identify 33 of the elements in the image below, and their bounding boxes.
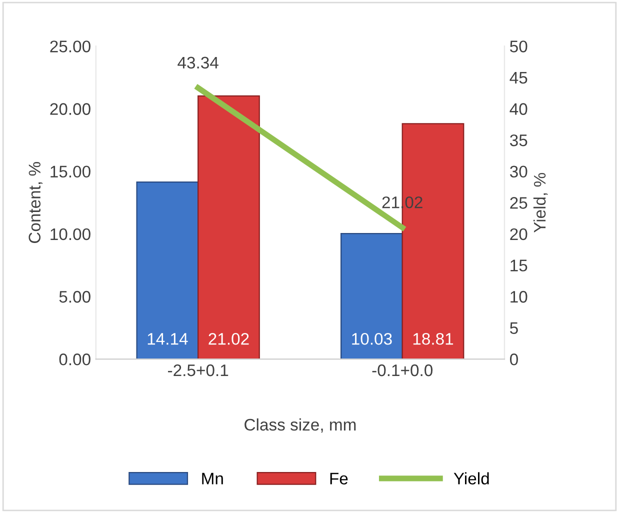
data-label: 10.03 (352, 332, 392, 345)
y2-tick-label: 25 (510, 197, 528, 209)
y2-tick-label: 0 (510, 354, 518, 366)
y-tick-label: 20.00 (50, 103, 90, 115)
legend-label: Fe (330, 472, 348, 484)
y2-tick-label: 20 (510, 228, 528, 240)
x-axis-title: Class size, mm (244, 418, 356, 433)
bar (340, 232, 403, 360)
y2-tick-label: 50 (510, 40, 528, 52)
legend-label: Mn (202, 472, 223, 484)
y2-tick-label: 15 (510, 260, 528, 272)
y-tick-label: 25.00 (50, 40, 90, 52)
y-tick-label: 10.00 (50, 228, 90, 240)
y-tick-label: 5.00 (59, 290, 90, 303)
bar (136, 182, 199, 360)
data-label: 43.34 (178, 56, 218, 69)
y-tick-label: 15.00 (50, 166, 90, 178)
data-label: 18.81 (413, 332, 454, 345)
y2-tick-label: 35 (510, 134, 528, 146)
y2-tick-label: 40 (510, 103, 528, 115)
legend-label: Yield (454, 472, 489, 484)
y2-tick-label: 45 (510, 72, 528, 84)
y2-axis-title: Yield, % (533, 172, 548, 233)
data-label: 14.14 (148, 333, 188, 345)
y2-tick-label: 30 (510, 166, 528, 178)
y2-tick-label: 10 (510, 290, 528, 303)
bar (198, 95, 260, 360)
data-label: 21.02 (208, 332, 249, 345)
y2-tick-label: 5 (510, 322, 518, 334)
y-axis-title: Content, % (28, 162, 42, 244)
y-tick-label: 0.00 (59, 354, 90, 366)
x-tick-label: -2.5+0.1 (168, 364, 228, 376)
x-tick-label: -0.1+0.0 (372, 364, 433, 376)
